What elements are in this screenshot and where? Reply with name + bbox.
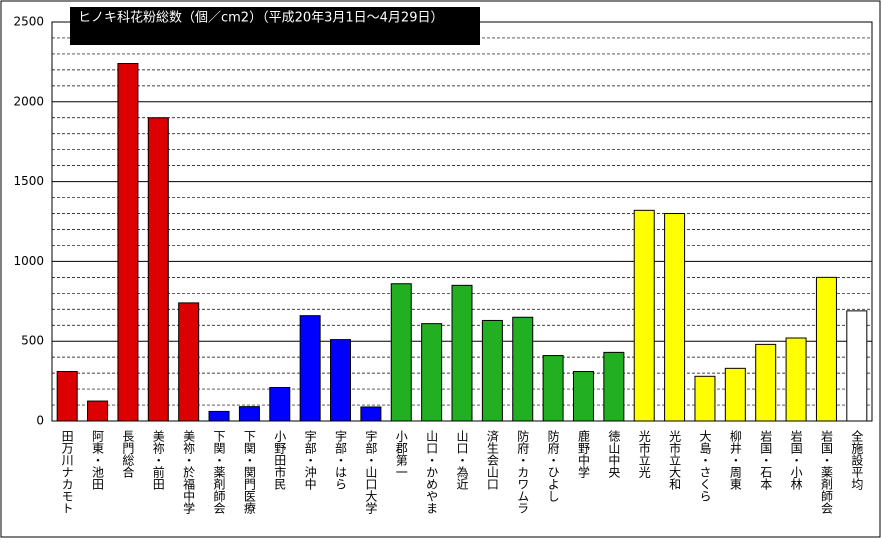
x-tick-label: 宇部・はら [334,430,348,490]
x-tick-label: 美祢・前田 [151,430,165,490]
bar [269,386,291,422]
bar [633,209,655,422]
bar [56,371,78,422]
bar [572,371,594,422]
x-tick-label: 宇部・山口大学 [364,430,378,514]
x-tick-label: 鹿野中学 [576,429,590,478]
x-tick-label: 全施設平均 [850,429,864,491]
bar [603,351,625,422]
x-tick-label: 防府・ひよし [546,429,560,502]
x-tick-label: 小野田市民 [273,430,287,491]
bar [117,62,139,422]
bar [178,302,200,422]
bar [664,213,686,422]
x-tick-label: 岩国・小林 [789,429,803,490]
bar [299,315,321,422]
bar [755,343,777,422]
x-tick-label: 阿東・池田 [91,430,105,490]
x-tick-label: 宇部・沖中 [303,430,317,490]
legend-label: 緑：中部 [287,28,339,43]
y-tick-label: 1500 [13,174,44,188]
chart-title: ヒノキ科花粉総数（個／cm2）（平成20年3月1日〜4月29日） [78,10,443,26]
bar [87,400,109,422]
x-tick-label: 下関・薬剤師会 [212,430,226,515]
bar [694,375,716,422]
bar [542,355,564,422]
x-tick-label: 山口・為近 [455,430,469,490]
bar [390,283,412,422]
bar [147,117,169,422]
bar [785,337,807,422]
y-tick-label: 0 [36,414,44,428]
x-tick-label: 徳山中央 [607,429,621,478]
x-tick-label: 済生会山口 [485,429,499,490]
y-tick-label: 2500 [13,15,44,29]
bar [360,406,382,422]
title-box: ヒノキ科花粉総数（個／cm2）（平成20年3月1日〜4月29日） 赤：北部 青：西部… [70,7,480,45]
legend-label: 青：西部 [201,28,253,43]
x-tick-label: 大島・さくら [698,430,712,502]
bar [330,339,352,422]
x-tick-label: 柳井・周東 [728,430,742,490]
x-tick-label: 田万川ナカモト [60,430,74,514]
x-tick-label: 下関・関門医療 [242,430,256,514]
x-tick-label: 光市立大和 [668,430,682,490]
bar [815,276,837,422]
x-tick-label: 光市立光 [637,430,651,478]
x-tick-label: 小郡第一 [394,430,408,478]
x-tick-label: 長門総合 [121,430,135,478]
bar [512,316,534,422]
legend-label: 赤：北部 [115,28,167,43]
bar [208,410,230,422]
bar [481,319,503,422]
x-tick-label: 岩国・薬剤師会 [819,429,833,515]
bar [421,323,443,422]
x-tick-label: 山口・かめやま [425,430,439,514]
legend-label: 黄：東部 [373,27,425,43]
bar [451,284,473,422]
x-tick-label: 美祢・於福中学 [182,430,196,514]
title-background [70,7,480,45]
y-tick-label: 1000 [13,254,44,268]
x-tick-label: 岩国・石本 [759,429,773,491]
bar [724,367,746,422]
y-tick-label: 2000 [13,94,44,108]
x-tick-label: 防府・カワムラ [516,429,530,514]
bar [238,406,260,422]
bar [846,310,868,422]
y-tick-label: 500 [21,334,44,348]
